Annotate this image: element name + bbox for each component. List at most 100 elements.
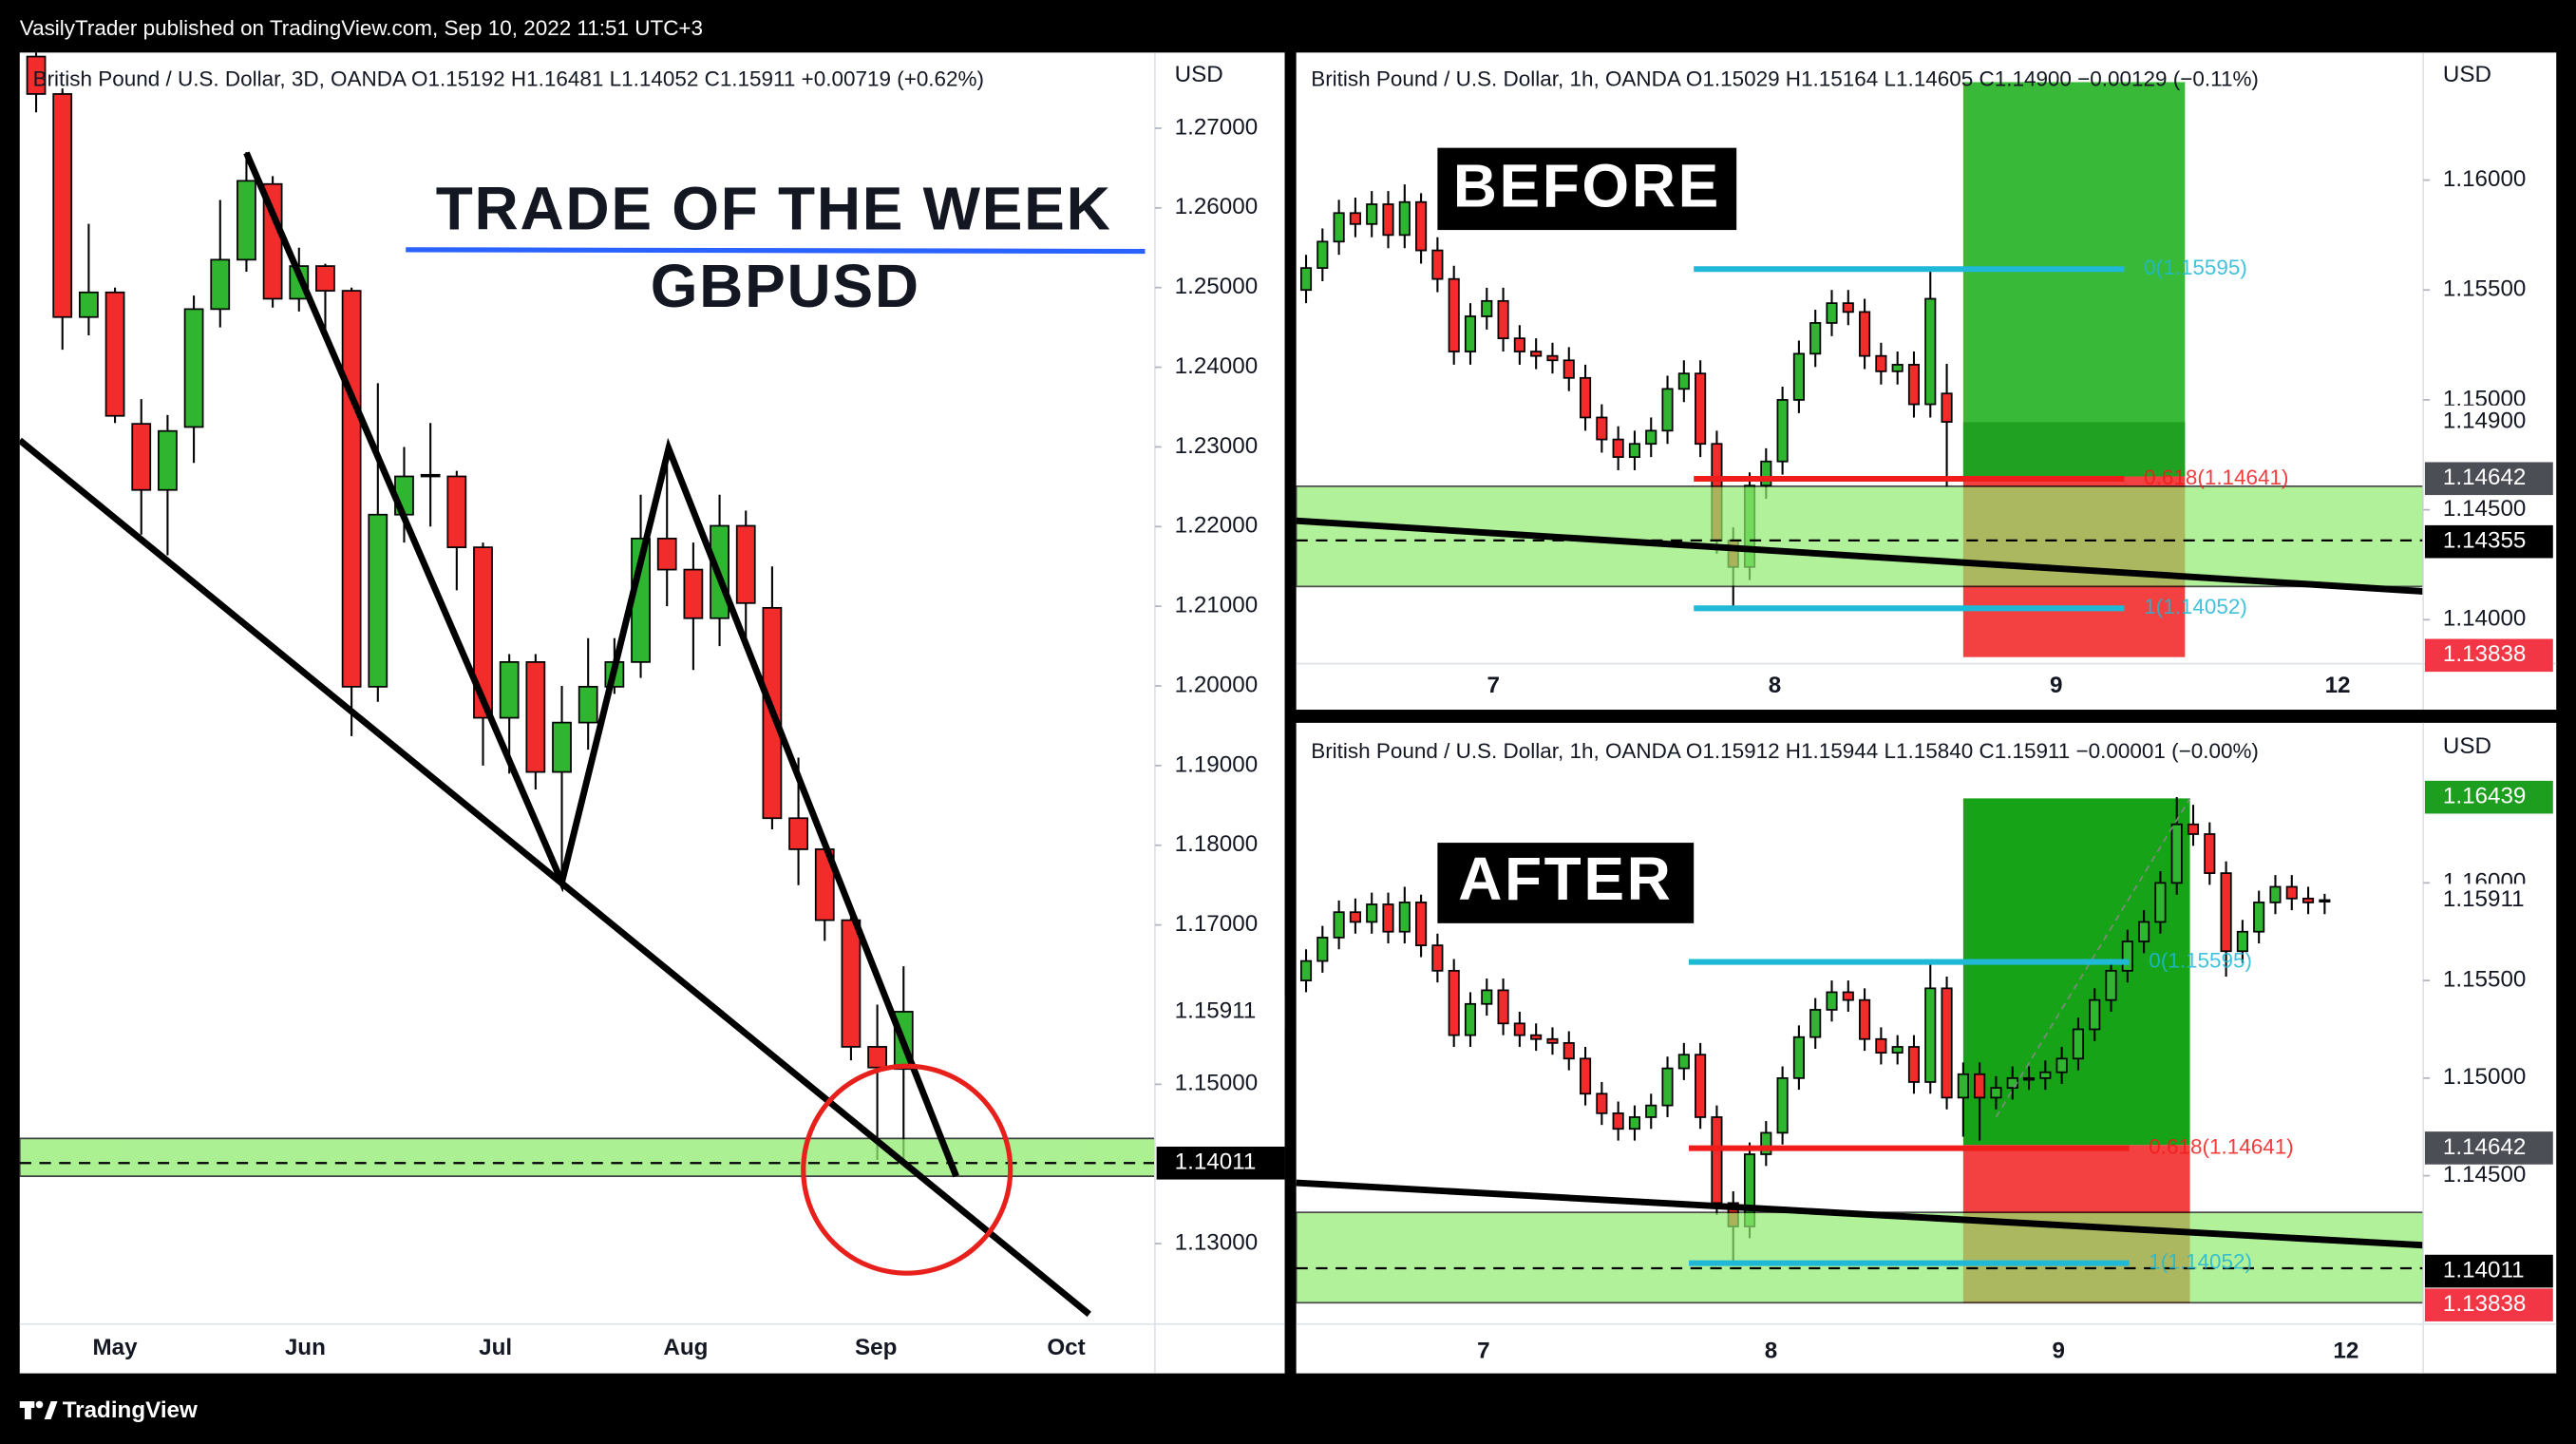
candle-body bbox=[2072, 1028, 2084, 1060]
chart-legend: British Pound / U.S. Dollar, 1h, OANDA O… bbox=[1311, 67, 2259, 91]
candle-body bbox=[52, 93, 73, 318]
candle-body bbox=[1382, 903, 1394, 933]
candle-body bbox=[1859, 311, 1871, 357]
y-tick-label: 1.18000 bbox=[1175, 831, 1259, 857]
profit-zone bbox=[1962, 422, 2186, 477]
candle-body bbox=[1875, 354, 1887, 372]
candle-body bbox=[499, 661, 520, 719]
price-label-box bbox=[2424, 462, 2553, 496]
candle-body bbox=[1448, 969, 1460, 1036]
title-underline bbox=[406, 247, 1146, 255]
price-label-box bbox=[2424, 884, 2553, 917]
logo-part bbox=[24, 1401, 31, 1420]
candle-body bbox=[2055, 1057, 2068, 1074]
candle-body bbox=[1941, 392, 1953, 423]
candle-body bbox=[1513, 337, 1525, 352]
price-label: 1.13838 bbox=[2443, 641, 2527, 667]
x-tick-label: Jul bbox=[479, 1335, 512, 1360]
candle-body bbox=[1299, 267, 1313, 292]
candle-body bbox=[1941, 987, 1953, 1099]
candle-body bbox=[1711, 1116, 1723, 1205]
price-label-box bbox=[2424, 1254, 2553, 1288]
y-tick-label: 1.23000 bbox=[1175, 433, 1259, 459]
candle-body bbox=[1891, 1046, 1904, 1054]
trend-line bbox=[1296, 1179, 2424, 1249]
price-label-box bbox=[2424, 524, 2553, 559]
price-label-box bbox=[2424, 405, 2553, 439]
candle-body bbox=[1464, 1002, 1477, 1036]
candle-body bbox=[1596, 416, 1608, 441]
fib-label: 1(1.14052) bbox=[2149, 1250, 2252, 1274]
candle-body bbox=[1677, 372, 1690, 390]
candle-body bbox=[2187, 823, 2200, 835]
candle-body bbox=[2236, 930, 2248, 953]
candle-body bbox=[26, 55, 47, 95]
candle-body bbox=[2089, 998, 2101, 1031]
y-tick-label: 1.14500 bbox=[2443, 496, 2527, 522]
candle-body bbox=[1546, 1037, 1559, 1044]
candle-body bbox=[1596, 1092, 1608, 1114]
candle-body bbox=[1628, 1116, 1640, 1130]
chart-legend: British Pound / U.S. Dollar, 3D, OANDA O… bbox=[33, 67, 984, 91]
drawings bbox=[1296, 484, 2424, 595]
candle-body bbox=[1316, 240, 1329, 269]
y-tick-label: 1.14500 bbox=[2443, 1162, 2527, 1188]
candle-body bbox=[1645, 429, 1657, 446]
y-tick-label: 1.27000 bbox=[1175, 114, 1259, 140]
price-label-box bbox=[1156, 995, 1285, 1029]
y-tick-label: 1.19000 bbox=[1175, 751, 1259, 777]
candle-body bbox=[341, 290, 362, 688]
candle-body bbox=[1907, 1046, 1921, 1083]
y-tick-label: 1.22000 bbox=[1175, 513, 1259, 539]
candle-body bbox=[1792, 352, 1805, 401]
candle-body bbox=[1448, 277, 1460, 352]
candle-body bbox=[1826, 991, 1838, 1011]
y-tick-label: 1.13000 bbox=[1175, 1229, 1259, 1255]
candle-body bbox=[1546, 354, 1559, 362]
logo-part bbox=[44, 1401, 58, 1420]
price-label-box bbox=[2424, 1288, 2553, 1321]
candle-body bbox=[1826, 302, 1838, 324]
candle-body bbox=[2204, 833, 2216, 874]
overlay: British Pound / U.S. Dollar, 3D, OANDA O… bbox=[33, 62, 2553, 1364]
candle-body bbox=[1924, 297, 1937, 406]
candle-body bbox=[867, 1046, 887, 1069]
x-tick-label: 8 bbox=[1769, 673, 1781, 698]
y-tick-label: 1.15500 bbox=[2443, 966, 2527, 992]
price-label-box bbox=[1156, 1146, 1285, 1180]
trend-line bbox=[1296, 517, 2424, 595]
candles bbox=[1299, 796, 2331, 1264]
candle-body bbox=[1530, 351, 1543, 357]
y-tick-label: 1.14000 bbox=[2443, 606, 2527, 632]
logo-part bbox=[35, 1400, 44, 1409]
price-label: 1.14355 bbox=[2443, 528, 2527, 554]
x-tick-label: Sep bbox=[855, 1335, 897, 1360]
candle-body bbox=[1563, 1041, 1575, 1060]
support-zone bbox=[19, 1137, 1155, 1177]
candle-body bbox=[1990, 1087, 2002, 1099]
x-tick-label: May bbox=[93, 1335, 139, 1360]
candle-body bbox=[1481, 989, 1493, 1005]
price-label: 1.14011 bbox=[2443, 1257, 2525, 1282]
candle-body bbox=[1891, 364, 1904, 372]
price-label: 1.14642 bbox=[2443, 1134, 2527, 1160]
candle-body bbox=[131, 423, 152, 491]
candle-body bbox=[1382, 203, 1394, 237]
candle-body bbox=[446, 475, 467, 548]
candle-body bbox=[1957, 1073, 1969, 1099]
candle-body bbox=[368, 513, 388, 688]
candle-body bbox=[1316, 937, 1329, 962]
candle-body bbox=[1859, 998, 1871, 1040]
y-tick-label: 1.16000 bbox=[2443, 166, 2527, 192]
candle-body bbox=[2039, 1071, 2052, 1079]
candle-body bbox=[2022, 1076, 2036, 1081]
candle-body bbox=[2220, 872, 2232, 953]
candle-body bbox=[158, 429, 178, 491]
y-tick-label: 1.21000 bbox=[1175, 593, 1259, 618]
candle-body bbox=[315, 265, 335, 292]
candle-body bbox=[1760, 460, 1772, 487]
candle-body bbox=[183, 308, 204, 428]
price-label-box bbox=[2424, 780, 2553, 814]
candle-body bbox=[1563, 359, 1575, 379]
